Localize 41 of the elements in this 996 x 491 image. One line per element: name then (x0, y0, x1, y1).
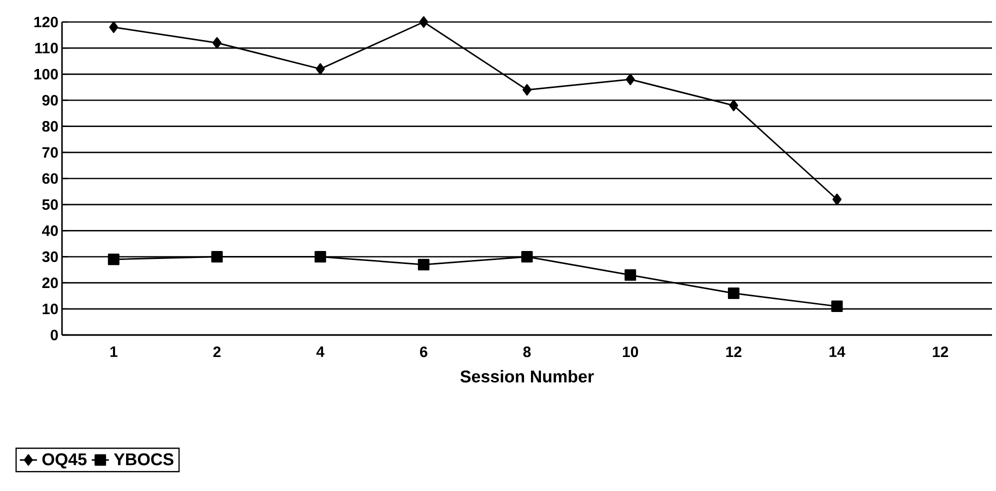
y-tick-label: 50 (42, 199, 58, 210)
point (314, 251, 326, 263)
point (624, 269, 636, 281)
point (211, 251, 223, 263)
x-tick-label: 1 (110, 346, 118, 357)
y-tick-label: 100 (34, 68, 58, 80)
point (522, 84, 532, 96)
y-tick-label: 0 (50, 330, 58, 340)
x-tick-label: 14 (830, 346, 846, 357)
point (316, 63, 325, 75)
point (729, 100, 738, 112)
x-tick-label: 12 (726, 346, 742, 358)
x-tick-label: 4 (316, 346, 324, 357)
y-tick-label: 120 (34, 16, 58, 28)
point (521, 251, 533, 263)
y-tick-label: 90 (42, 94, 58, 106)
legend-label: OQ45 (42, 453, 87, 468)
point (728, 288, 740, 300)
point (109, 21, 118, 33)
point (212, 37, 222, 49)
x-tick-label: 8 (523, 346, 531, 358)
point (832, 194, 842, 206)
y-tick-label: 70 (42, 147, 58, 158)
y-tick-label: 20 (42, 278, 58, 288)
x-tick-label: 2 (213, 346, 221, 358)
y-tick-label: 40 (42, 225, 58, 236)
x-tick-label: 10 (622, 346, 638, 358)
point (626, 74, 635, 86)
x-axis-title: Session Number (460, 370, 594, 383)
y-tick-label: 30 (42, 251, 58, 262)
y-tick-label: 80 (42, 121, 58, 132)
y-tick-label: 10 (42, 304, 58, 314)
y-tick-label: 110 (35, 42, 58, 54)
x-tick-label: 12 (932, 346, 948, 358)
x-tick-label: 6 (420, 346, 428, 358)
point (108, 254, 120, 266)
point (418, 258, 430, 270)
legend-label: YBOCS (114, 453, 174, 466)
y-tick-label: 60 (42, 173, 58, 184)
point (419, 16, 428, 28)
point (831, 300, 843, 312)
